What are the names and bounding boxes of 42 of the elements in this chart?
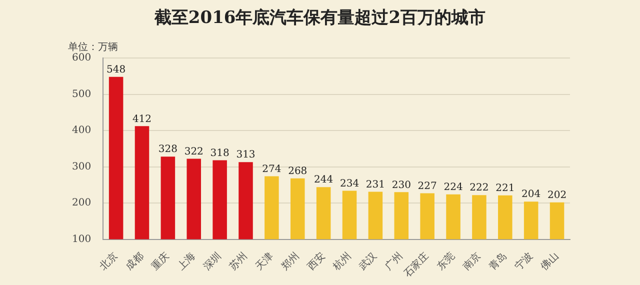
y-tick-label: 300	[72, 161, 92, 172]
x-tick-label: 成都	[123, 250, 146, 273]
data-label: 268	[288, 166, 308, 177]
data-label: 202	[547, 190, 567, 201]
data-label: 322	[184, 146, 204, 158]
data-label: 274	[262, 164, 282, 175]
y-tick-label: 100	[72, 234, 92, 245]
data-label: 328	[158, 144, 178, 156]
data-label: 204	[522, 189, 541, 200]
data-label: 548	[106, 64, 126, 76]
y-tick-label: 400	[72, 125, 92, 136]
x-tick-label: 北京	[97, 250, 120, 273]
data-label: 244	[314, 174, 334, 186]
x-tick-label: 青岛	[486, 250, 510, 273]
y-tick-label: 600	[72, 52, 92, 64]
data-label: 412	[132, 114, 152, 125]
x-tick-label: 宁波	[512, 250, 536, 273]
data-label: 221	[496, 183, 515, 194]
data-label: 231	[366, 179, 385, 190]
chart-title: 截至2016年底汽车保有量超过2百万的城市	[153, 7, 487, 29]
data-label: 234	[340, 178, 360, 190]
x-tick-label: 天津	[253, 250, 276, 273]
y-tick-label: 200	[72, 198, 92, 209]
x-tick-label: 南京	[460, 250, 484, 273]
x-tick-label: 佛山	[538, 250, 561, 273]
x-tick-label: 深圳	[201, 250, 224, 273]
x-tick-label: 重庆	[149, 250, 172, 273]
x-tick-label: 郑州	[278, 250, 302, 273]
y-tick-label: 500	[72, 88, 92, 100]
data-label: 313	[236, 150, 256, 161]
x-tick-label: 苏州	[227, 250, 250, 273]
x-tick-label: 西安	[304, 250, 328, 273]
x-tick-label: 上海	[175, 250, 198, 273]
data-label: 230	[392, 180, 411, 191]
data-label: 227	[418, 180, 437, 192]
x-tick-label: 东莞	[434, 250, 458, 273]
data-label: 222	[470, 182, 489, 194]
x-tick-label: 杭州	[330, 250, 354, 274]
x-tick-label: 武汉	[356, 250, 380, 273]
data-label: 318	[210, 148, 230, 159]
data-label: 224	[444, 182, 463, 193]
y-axis-title: 单位：万辆	[68, 40, 118, 53]
